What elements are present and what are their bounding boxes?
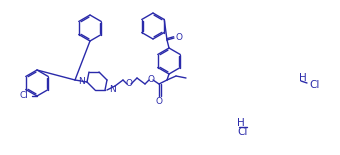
- Text: Cl: Cl: [238, 127, 248, 137]
- Text: O: O: [125, 80, 133, 89]
- Text: H: H: [299, 73, 307, 83]
- Text: Cl: Cl: [309, 80, 319, 90]
- Text: N: N: [109, 86, 116, 95]
- Text: O: O: [176, 33, 183, 42]
- Text: H: H: [237, 118, 245, 128]
- Text: O: O: [155, 97, 163, 106]
- Text: N: N: [78, 78, 85, 86]
- Text: Cl: Cl: [19, 91, 28, 100]
- Text: O: O: [148, 75, 154, 84]
